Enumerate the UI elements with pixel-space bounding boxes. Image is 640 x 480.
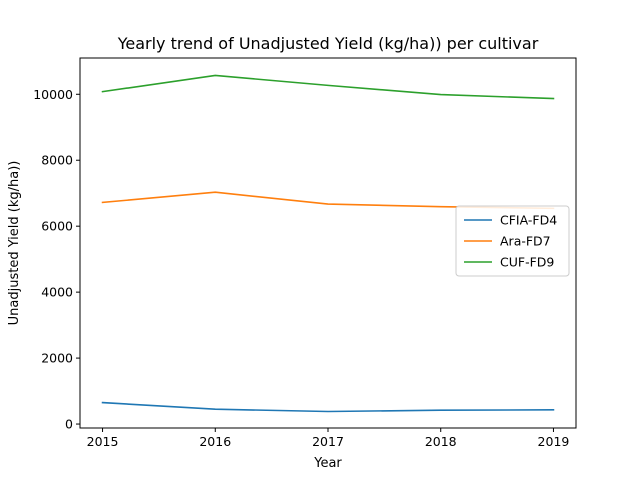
y-tick-label: 0 [65, 417, 73, 432]
legend-label: CFIA-FD4 [500, 213, 557, 228]
plot-frame [79, 57, 577, 429]
y-tick-label: 2000 [41, 351, 73, 366]
legend-box [455, 205, 570, 277]
legend: CFIA-FD4 Ara-FD7 CUF-FD9 [455, 205, 570, 277]
x-tick-label: 2016 [199, 434, 231, 449]
x-tick-label: 2019 [538, 434, 570, 449]
x-tick-label: 2015 [87, 434, 119, 449]
y-tick-label: 10000 [33, 87, 73, 102]
series-line-cuf-fd9 [101, 74, 555, 100]
y-tick-label: 8000 [41, 153, 73, 168]
y-tick-label: 4000 [41, 285, 73, 300]
x-axis-label: Year [313, 456, 342, 471]
x-axis: 2015 2016 2017 2018 2019 [87, 428, 570, 449]
x-tick-label: 2018 [425, 434, 457, 449]
series-line-cfia-fd4 [101, 401, 555, 413]
x-tick-label: 2017 [312, 434, 344, 449]
y-tick-label: 6000 [41, 219, 73, 234]
chart-title: Yearly trend of Unadjusted Yield (kg/ha)… [117, 34, 539, 53]
y-axis-label: Unadjusted Yield (kg/ha)) [7, 161, 22, 326]
legend-label: Ara-FD7 [500, 234, 551, 249]
y-axis: 0 2000 4000 6000 8000 10000 [33, 87, 80, 432]
legend-label: CUF-FD9 [500, 255, 554, 270]
